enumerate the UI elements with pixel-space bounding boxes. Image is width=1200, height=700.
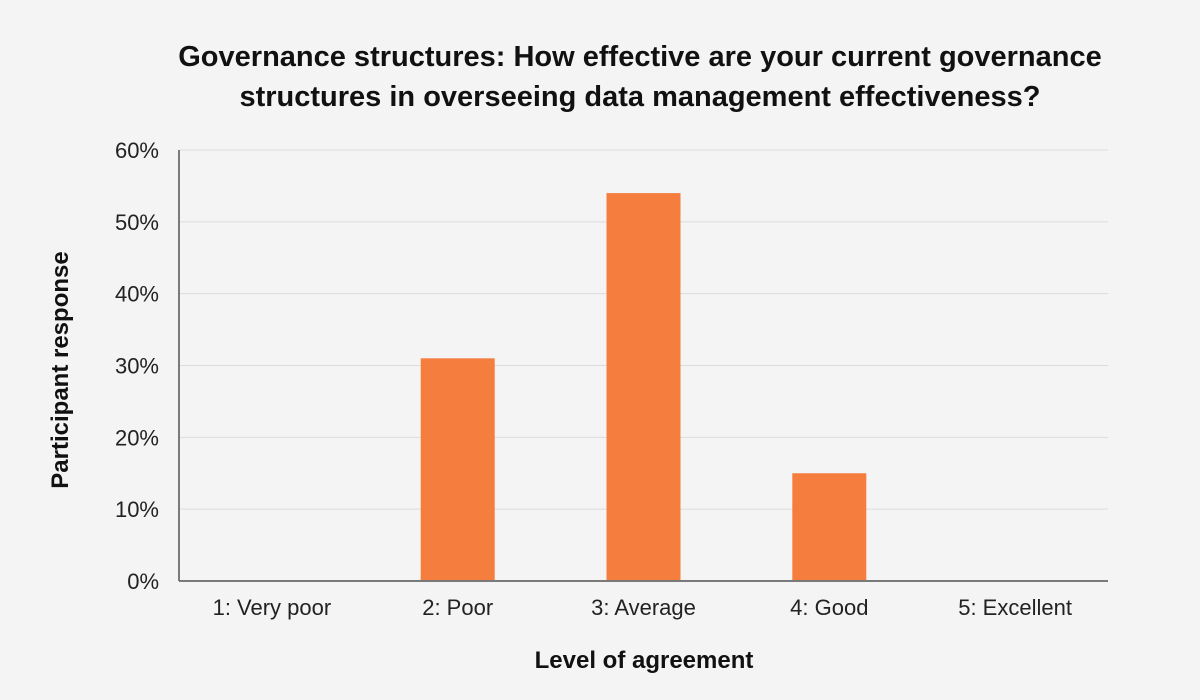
x-tick-label: 3: Average (591, 595, 696, 620)
y-tick-label: 50% (115, 210, 159, 235)
axes (178, 150, 1108, 582)
y-tick-label: 40% (115, 282, 159, 307)
bar (792, 473, 867, 581)
x-tick-label: 1: Very poor (213, 595, 332, 620)
x-tick-label: 2: Poor (422, 595, 493, 620)
y-tick-label: 10% (115, 497, 159, 522)
y-tick-label: 0% (127, 569, 159, 594)
x-tick-label: 4: Good (790, 595, 868, 620)
y-axis-title: Participant response (47, 251, 74, 488)
chart-title-line-2: structures in overseeing data management… (239, 81, 1040, 113)
bar (606, 193, 681, 581)
x-tick-label: 5: Excellent (958, 595, 1072, 620)
chart-title: Governance structures: How effective are… (178, 41, 1101, 113)
bar (420, 358, 495, 581)
chart-title-line-1: Governance structures: How effective are… (178, 41, 1101, 73)
y-tick-label: 30% (115, 354, 159, 379)
y-axis-tick-labels: 0% 10% 20% 30% 40% 50% 60% (115, 138, 159, 594)
y-tick-label: 60% (115, 138, 159, 163)
y-tick-label: 20% (115, 425, 159, 450)
x-axis-title: Level of agreement (535, 647, 754, 674)
x-axis-tick-labels: 1: Very poor 2: Poor 3: Average 4: Good 5: E… (213, 595, 1072, 620)
bars (420, 193, 867, 581)
